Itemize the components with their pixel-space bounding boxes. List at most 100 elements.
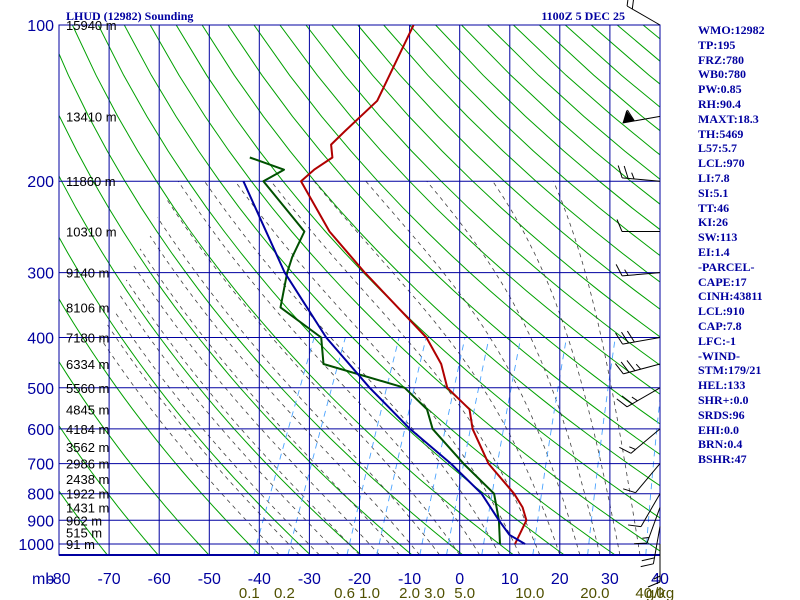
height-label: 9140 m <box>66 266 109 281</box>
index-entry: CAP:7.8 <box>698 318 742 333</box>
mixing-ratio-label: 1.0 <box>359 585 380 600</box>
index-entry: L57:5.7 <box>698 141 737 156</box>
temperature-tick-label: -70 <box>98 571 121 588</box>
wind-barb <box>623 463 661 494</box>
temperature-tick-label: -40 <box>248 571 271 588</box>
wind-barb-half-flag <box>631 396 638 402</box>
wind-barb-flag <box>620 361 630 373</box>
wind-barb-flag <box>615 264 623 277</box>
moist-adiabat <box>139 248 400 555</box>
wind-barb-staff <box>635 463 661 494</box>
index-entry: TH:5469 <box>698 126 744 141</box>
dry-adiabat <box>227 25 660 456</box>
wind-barb <box>622 109 661 124</box>
mixing-ratio-line <box>287 337 346 555</box>
height-label: 1431 m <box>66 500 109 515</box>
mixing-ratio-label: 3.0 <box>424 585 445 600</box>
wind-barb-flag <box>623 488 636 494</box>
moist-adiabat <box>157 217 440 555</box>
height-label: 11860 m <box>66 174 116 189</box>
wind-barb-staff <box>640 493 661 527</box>
wind-barb-staff <box>622 272 661 277</box>
wind-barb-flag <box>626 109 635 122</box>
mixing-ratio-label: 2.0 <box>399 585 420 600</box>
index-entry: LI:7.8 <box>698 170 730 185</box>
height-label: 962 m <box>66 513 102 528</box>
temperature-tick-label: -10 <box>398 571 421 588</box>
mixing-ratio-line <box>532 337 567 555</box>
wind-barb-staff <box>622 177 661 182</box>
temperature-tick-label: 20 <box>551 571 569 588</box>
temperature-line <box>300 25 528 545</box>
pressure-tick-label: 1000 <box>18 537 54 554</box>
background-lines <box>59 25 660 555</box>
moist-adiabat <box>234 180 521 555</box>
index-entry: BSHR:47 <box>698 452 747 467</box>
index-entry: KI:26 <box>698 215 728 230</box>
mixing-ratio-line <box>587 337 616 555</box>
pressure-tick-label: 400 <box>27 331 54 348</box>
height-label: 515 m <box>66 525 102 540</box>
index-entry: WMO:12982 <box>698 23 765 37</box>
wind-barb-flag <box>647 581 661 588</box>
wind-barb-half-flag <box>624 269 629 276</box>
temperature-tick-label: -50 <box>198 571 221 588</box>
wind-barb <box>615 330 661 345</box>
wind-barb-flag <box>617 165 623 179</box>
mixing-ratio-label: 5.0 <box>454 585 475 600</box>
wind-barb-staff <box>630 428 661 454</box>
wind-barb-flag <box>626 330 635 343</box>
temperature-tick-label: -60 <box>148 571 171 588</box>
mixing-ratio-unit-label: g/kg <box>646 585 674 600</box>
dry-adiabat <box>357 25 660 310</box>
height-label: 91 m <box>66 537 95 552</box>
height-label: 4845 m <box>66 402 109 417</box>
height-label: 4184 m <box>66 422 109 437</box>
mixing-ratio-line <box>645 394 660 555</box>
mixing-ratio-label: 20.0 <box>580 585 609 600</box>
index-entry: EI:1.4 <box>698 244 730 259</box>
dry-adiabat <box>59 298 261 555</box>
moist-adiabat <box>113 310 320 555</box>
wind-barb <box>626 0 661 26</box>
moist-adiabat <box>105 322 300 555</box>
mixing-ratio-label: 0.2 <box>274 585 295 600</box>
dry-adiabat <box>123 25 616 555</box>
mixing-ratio-line <box>419 337 466 555</box>
wind-barb-flag <box>616 398 628 408</box>
wind-barb-flag <box>621 395 633 405</box>
wind-barb-staff <box>652 526 661 564</box>
index-entry: MAXT:18.3 <box>698 111 759 126</box>
pressure-tick-label: 800 <box>27 487 54 504</box>
parcel-line <box>242 180 526 545</box>
index-entry: SW:113 <box>698 230 738 245</box>
mixing-ratio-line <box>376 337 427 555</box>
index-entry: SHR+:0.0 <box>698 392 749 407</box>
dry-adiabat <box>253 25 660 425</box>
moist-adiabat <box>426 180 601 555</box>
index-entry: SI:5.1 <box>698 185 729 200</box>
pressure-tick-label: 500 <box>27 381 54 398</box>
height-label: 8106 m <box>66 300 109 315</box>
moist-adiabat <box>118 293 340 555</box>
height-label: 15940 m <box>66 18 117 33</box>
dry-adiabat <box>201 25 660 487</box>
chart-time: 1100Z 5 DEC 25 <box>541 9 625 23</box>
dry-adiabat <box>97 25 565 555</box>
moist-adiabat <box>99 337 280 555</box>
index-entry: EHI:0.0 <box>698 422 740 437</box>
dry-adiabat <box>305 25 660 366</box>
wind-barb-flag <box>641 557 655 562</box>
wind-barb-flag <box>633 542 648 545</box>
dry-adiabat <box>59 424 159 555</box>
wind-barb-staff <box>626 5 661 26</box>
pressure-unit-label: mb <box>32 571 54 588</box>
wind-barb <box>633 507 661 545</box>
wind-barb-flag <box>626 0 630 7</box>
height-label: 1922 m <box>66 487 109 502</box>
dry-adiabat <box>59 236 311 555</box>
mixing-ratio-label: 0.6 <box>334 585 355 600</box>
dry-adiabat <box>383 25 660 283</box>
